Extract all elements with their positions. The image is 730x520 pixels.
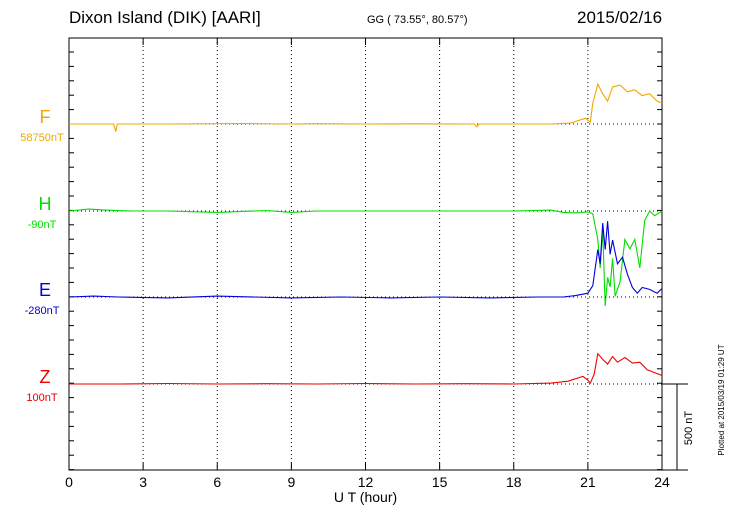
x-tick-label: 15 (432, 474, 448, 490)
channel-label-h: H (39, 194, 52, 214)
x-tick-label: 24 (654, 474, 670, 490)
series-line-e (68, 221, 663, 299)
x-tick-label: 18 (506, 474, 522, 490)
coordinates-label: GG ( 73.55°, 80.57°) (367, 14, 468, 26)
channel-label-f: F (40, 107, 51, 127)
channel-label-z: Z (40, 367, 51, 387)
x-axis-title: U T (hour) (334, 489, 397, 505)
x-tick-label: 0 (65, 474, 73, 490)
channel-label-e: E (39, 280, 51, 300)
station-title: Dixon Island (DIK) [AARI] (69, 8, 261, 27)
x-tick-label: 21 (580, 474, 596, 490)
x-tick-label: 12 (358, 474, 374, 490)
channel-offset-h: -90nT (28, 219, 57, 231)
x-tick-label: 6 (213, 474, 221, 490)
series-line-z (69, 352, 663, 385)
channel-offset-e: -280nT (25, 305, 60, 317)
channel-offset-f: 58750nT (20, 132, 64, 144)
channel-offset-z: 100nT (26, 392, 57, 404)
x-tick-label: 3 (139, 474, 147, 490)
plotted-note: Plotted at 2015/03/19 01:29 UT (717, 344, 726, 455)
scale-bar-label: 500 nT (683, 411, 695, 446)
series-line-h (68, 208, 663, 306)
date-label: 2015/02/16 (577, 8, 663, 27)
series-line-f (69, 82, 663, 132)
x-tick-label: 9 (287, 474, 295, 490)
